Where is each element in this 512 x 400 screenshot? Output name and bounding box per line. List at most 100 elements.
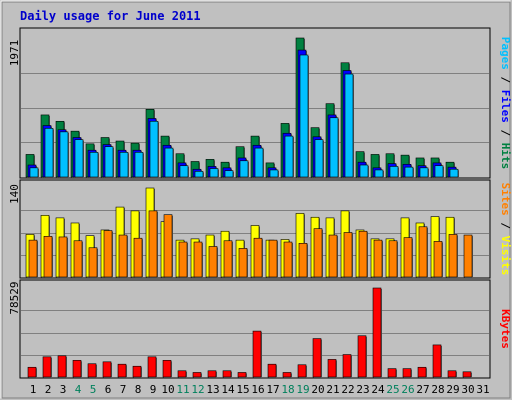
- bar-sites-day-11: [178, 241, 188, 278]
- legend-kbytes: KBytes: [499, 309, 512, 349]
- bar-pages-day-18: [284, 135, 294, 178]
- legend-visits: Visits: [499, 236, 512, 276]
- x-tick-day: 29: [446, 383, 459, 396]
- legend-sep-3: /: [499, 216, 512, 236]
- bar-kbytes-day-12: [192, 372, 202, 378]
- x-tick-day: 30: [461, 383, 474, 396]
- bar-kbytes-day-17: [267, 363, 277, 378]
- bar-pages-day-7: [119, 152, 129, 178]
- x-tick-day: 23: [356, 383, 369, 396]
- panel-pages-files-hits: 1971 Pages / Files / Hits: [8, 27, 512, 179]
- bar-pages-day-9: [149, 120, 159, 178]
- bar-kbytes-day-29: [447, 370, 457, 378]
- x-tick-day: 17: [266, 383, 279, 396]
- legend-sep-1: /: [499, 70, 512, 90]
- x-tick-day: 26: [401, 383, 414, 396]
- bar-sites-day-28: [433, 241, 443, 278]
- bar-pages-day-20: [314, 139, 324, 178]
- bar-sites-day-23: [358, 230, 368, 278]
- bar-pages-day-3: [59, 131, 69, 178]
- bar-pages-day-21: [329, 117, 339, 178]
- bar-pages-day-29: [449, 168, 459, 178]
- bar-pages-day-22: [344, 73, 354, 178]
- legend-pages: Pages: [499, 37, 512, 70]
- bar-sites-day-2: [43, 236, 53, 278]
- bar-sites-day-5: [88, 247, 98, 278]
- x-tick-day: 14: [221, 383, 235, 396]
- bar-kbytes-day-20: [312, 338, 322, 378]
- x-tick-day: 10: [161, 383, 174, 396]
- bar-sites-day-3: [58, 236, 68, 278]
- x-tick-day: 25: [386, 383, 399, 396]
- bar-sites-day-13: [208, 246, 218, 278]
- x-tick-day: 4: [75, 383, 82, 396]
- legend-sep-2: /: [499, 123, 512, 143]
- bar-pages-day-17: [269, 169, 279, 178]
- x-axis-day-labels: 1 2 3 4 5 6 7 8 9 10 11 12 13 14 15 16 17 18 19 20 21 22 23 24 2…: [30, 383, 490, 396]
- bar-kbytes-day-2: [42, 356, 52, 378]
- bar-pages-day-2: [44, 128, 54, 178]
- x-tick-day: 31: [476, 383, 489, 396]
- bar-pages-day-4: [74, 139, 84, 178]
- bar-pages-day-11: [179, 165, 189, 178]
- bar-sites-day-22: [343, 232, 353, 278]
- bar-kbytes-day-30: [462, 371, 472, 378]
- bar-pages-day-16: [254, 147, 264, 178]
- bar-kbytes-day-26: [402, 368, 412, 378]
- bar-sites-day-24: [373, 239, 383, 278]
- chart-title: Daily usage for June 2011: [20, 9, 201, 23]
- bar-sites-day-8: [133, 237, 143, 278]
- bar-kbytes-day-9: [147, 356, 157, 378]
- bar-kbytes-day-24: [372, 287, 382, 378]
- legend-hits: Hits: [499, 143, 512, 170]
- bar-kbytes-day-16: [252, 330, 262, 378]
- bar-kbytes-day-11: [177, 370, 187, 378]
- x-tick-day: 12: [191, 383, 204, 396]
- bar-kbytes-day-19: [297, 364, 307, 378]
- bar-sites-day-29: [448, 234, 458, 278]
- bar-pages-day-10: [164, 147, 174, 178]
- bar-kbytes-day-28: [432, 344, 442, 378]
- bar-pages-day-6: [104, 146, 114, 178]
- bar-sites-day-25: [388, 240, 398, 278]
- legend-sites: Sites: [499, 183, 512, 216]
- x-tick-day: 24: [371, 383, 385, 396]
- bar-pages-day-19: [299, 54, 309, 178]
- x-tick-day: 2: [45, 383, 52, 396]
- panel-middle-max-label: 140: [8, 184, 21, 204]
- bar-kbytes-day-15: [237, 372, 247, 378]
- legend-files: Files: [499, 90, 512, 123]
- bar-pages-day-24: [374, 169, 384, 178]
- bar-sites-day-7: [118, 234, 128, 278]
- bar-kbytes-day-18: [282, 372, 292, 378]
- panel-bottom-legend: KBytes: [499, 309, 512, 349]
- bar-kbytes-day-22: [342, 354, 352, 378]
- x-tick-day: 3: [60, 383, 67, 396]
- bar-pages-day-15: [239, 160, 249, 178]
- bar-sites-day-15: [238, 248, 248, 278]
- x-tick-day: 8: [135, 383, 142, 396]
- x-tick-day: 21: [326, 383, 339, 396]
- bar-pages-day-12: [194, 171, 204, 178]
- bar-kbytes-day-4: [72, 360, 82, 378]
- bar-kbytes-day-23: [357, 335, 367, 378]
- bar-kbytes-day-5: [87, 363, 97, 378]
- bar-sites-day-1: [28, 239, 38, 278]
- bar-pages-day-28: [434, 165, 444, 178]
- bar-sites-day-10: [163, 214, 173, 278]
- bar-sites-day-30: [463, 234, 473, 278]
- bar-sites-day-20: [313, 228, 323, 278]
- x-tick-day: 27: [416, 383, 429, 396]
- bar-sites-day-16: [253, 237, 263, 278]
- bar-kbytes-day-25: [387, 368, 397, 378]
- bar-kbytes-day-7: [117, 363, 127, 378]
- bar-kbytes-day-21: [327, 359, 337, 378]
- x-tick-day: 15: [236, 383, 249, 396]
- bar-sites-day-4: [73, 240, 83, 278]
- bar-kbytes-day-14: [222, 370, 232, 378]
- x-tick-day: 7: [120, 383, 127, 396]
- x-tick-day: 22: [341, 383, 354, 396]
- panel-kbytes: 78529 KBytes: [8, 279, 512, 379]
- bar-pages-day-1: [29, 167, 39, 178]
